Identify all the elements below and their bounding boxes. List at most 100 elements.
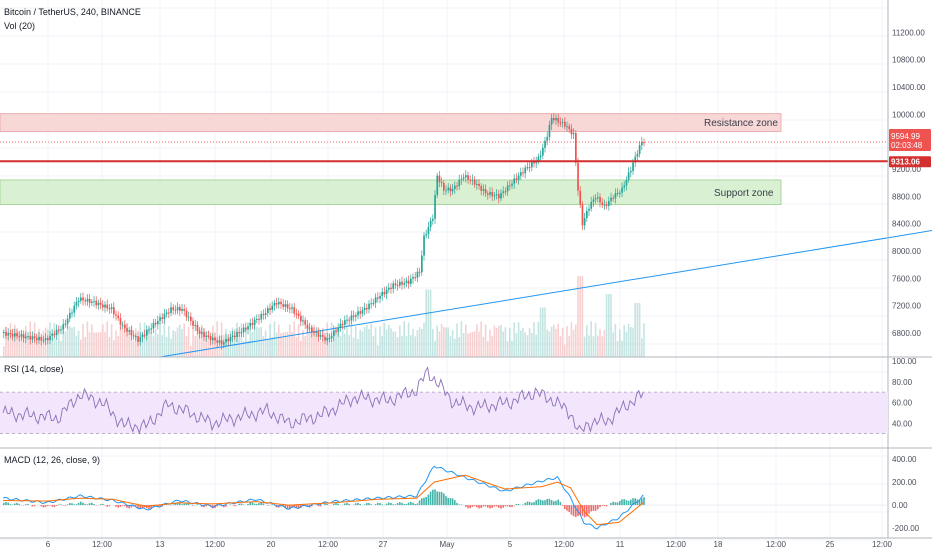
volume-bar xyxy=(253,323,256,357)
macd-histogram-bar xyxy=(262,503,265,506)
volume-bar xyxy=(80,339,82,357)
macd-histogram-bar xyxy=(335,502,337,506)
macd-histogram-bar xyxy=(289,505,291,510)
macd-histogram-bar xyxy=(493,505,496,507)
macd-histogram-bar xyxy=(597,505,599,510)
volume-bar xyxy=(482,336,485,357)
volume-bar xyxy=(104,332,106,357)
macd-histogram-bar xyxy=(407,502,410,506)
volume-bar xyxy=(135,328,137,357)
candle xyxy=(634,156,637,163)
volume-bar xyxy=(291,331,293,357)
volume-bar xyxy=(447,327,449,357)
macd-histogram-bar xyxy=(542,500,544,506)
candle xyxy=(509,185,511,187)
volume-bar xyxy=(612,332,614,357)
candle xyxy=(183,308,186,311)
candle xyxy=(568,126,571,130)
candle xyxy=(172,307,175,310)
volume-bar xyxy=(564,344,566,357)
volume-bar xyxy=(106,321,108,357)
candle xyxy=(366,307,368,310)
volume-bar xyxy=(251,331,254,357)
macd-histogram-bar xyxy=(346,502,348,506)
macd-histogram-bar xyxy=(71,503,73,506)
macd-histogram-bar xyxy=(605,505,608,507)
volume-bar xyxy=(154,328,157,357)
macd-histogram-bar xyxy=(449,498,452,506)
macd-histogram-bar xyxy=(484,505,487,507)
candle xyxy=(86,298,89,302)
volume-bar xyxy=(520,330,522,357)
candle xyxy=(381,291,384,296)
volume-bar xyxy=(304,335,306,357)
candle xyxy=(97,302,100,306)
candle xyxy=(306,324,309,329)
volume-bar xyxy=(152,336,155,357)
candle xyxy=(570,129,573,135)
macd-histogram-bar xyxy=(366,503,368,506)
macd-histogram-bar xyxy=(438,491,441,506)
candle xyxy=(482,189,485,191)
macd-histogram-bar xyxy=(9,504,12,506)
candle xyxy=(55,329,58,336)
candle xyxy=(225,338,227,343)
volume-bar xyxy=(346,322,348,357)
candle xyxy=(592,199,595,202)
candle xyxy=(434,195,436,219)
volume-bar xyxy=(16,327,18,357)
candle xyxy=(146,329,148,336)
macd-histogram-bar xyxy=(7,502,9,506)
volume-bar xyxy=(328,333,331,357)
volume-bar xyxy=(240,323,243,357)
macd-histogram-bar xyxy=(621,499,623,506)
candle xyxy=(304,320,307,325)
volume-bar xyxy=(385,329,388,357)
candle xyxy=(359,311,362,314)
macd-histogram-bar xyxy=(181,504,183,506)
candle xyxy=(502,191,505,193)
volume-bar xyxy=(275,332,278,357)
volume-bar xyxy=(608,294,610,357)
candle xyxy=(385,289,388,294)
candle xyxy=(157,321,159,325)
macd-histogram-bar xyxy=(553,501,555,506)
candle xyxy=(82,297,84,301)
time-tick-label: 25 xyxy=(826,540,835,549)
macd-histogram-bar xyxy=(260,502,262,506)
volume-bar xyxy=(51,332,53,357)
volume-bar xyxy=(462,332,465,357)
volume-bar xyxy=(535,334,537,357)
macd-histogram-bar xyxy=(355,503,357,506)
volume-bar xyxy=(209,337,212,357)
volume-bar xyxy=(372,336,375,357)
candle xyxy=(425,233,428,236)
volume-bar xyxy=(616,341,619,357)
candle xyxy=(445,190,447,192)
macd-histogram-bar xyxy=(491,505,493,508)
candle xyxy=(638,145,641,154)
volume-bar xyxy=(300,340,302,357)
candle xyxy=(337,327,340,332)
candle xyxy=(297,313,300,316)
macd-histogram-bar xyxy=(498,505,500,508)
time-tick-label: 6 xyxy=(46,540,51,549)
macd-histogram-bar xyxy=(500,505,502,509)
volume-bar xyxy=(559,336,562,357)
candle xyxy=(117,315,120,319)
candle xyxy=(322,335,324,337)
candle xyxy=(124,324,126,329)
candle xyxy=(341,323,344,325)
candle xyxy=(542,147,544,156)
macd-histogram-bar xyxy=(128,505,130,509)
volume-bar xyxy=(18,331,20,357)
macd-histogram-bar xyxy=(370,504,372,506)
volume-bar xyxy=(394,331,397,357)
macd-histogram-bar xyxy=(634,498,636,506)
price-tick-label: 7600.00 xyxy=(892,274,921,283)
volume-bar xyxy=(319,341,322,357)
macd-histogram-bar xyxy=(223,505,225,508)
volume-bar xyxy=(297,324,300,357)
candle xyxy=(467,175,469,180)
